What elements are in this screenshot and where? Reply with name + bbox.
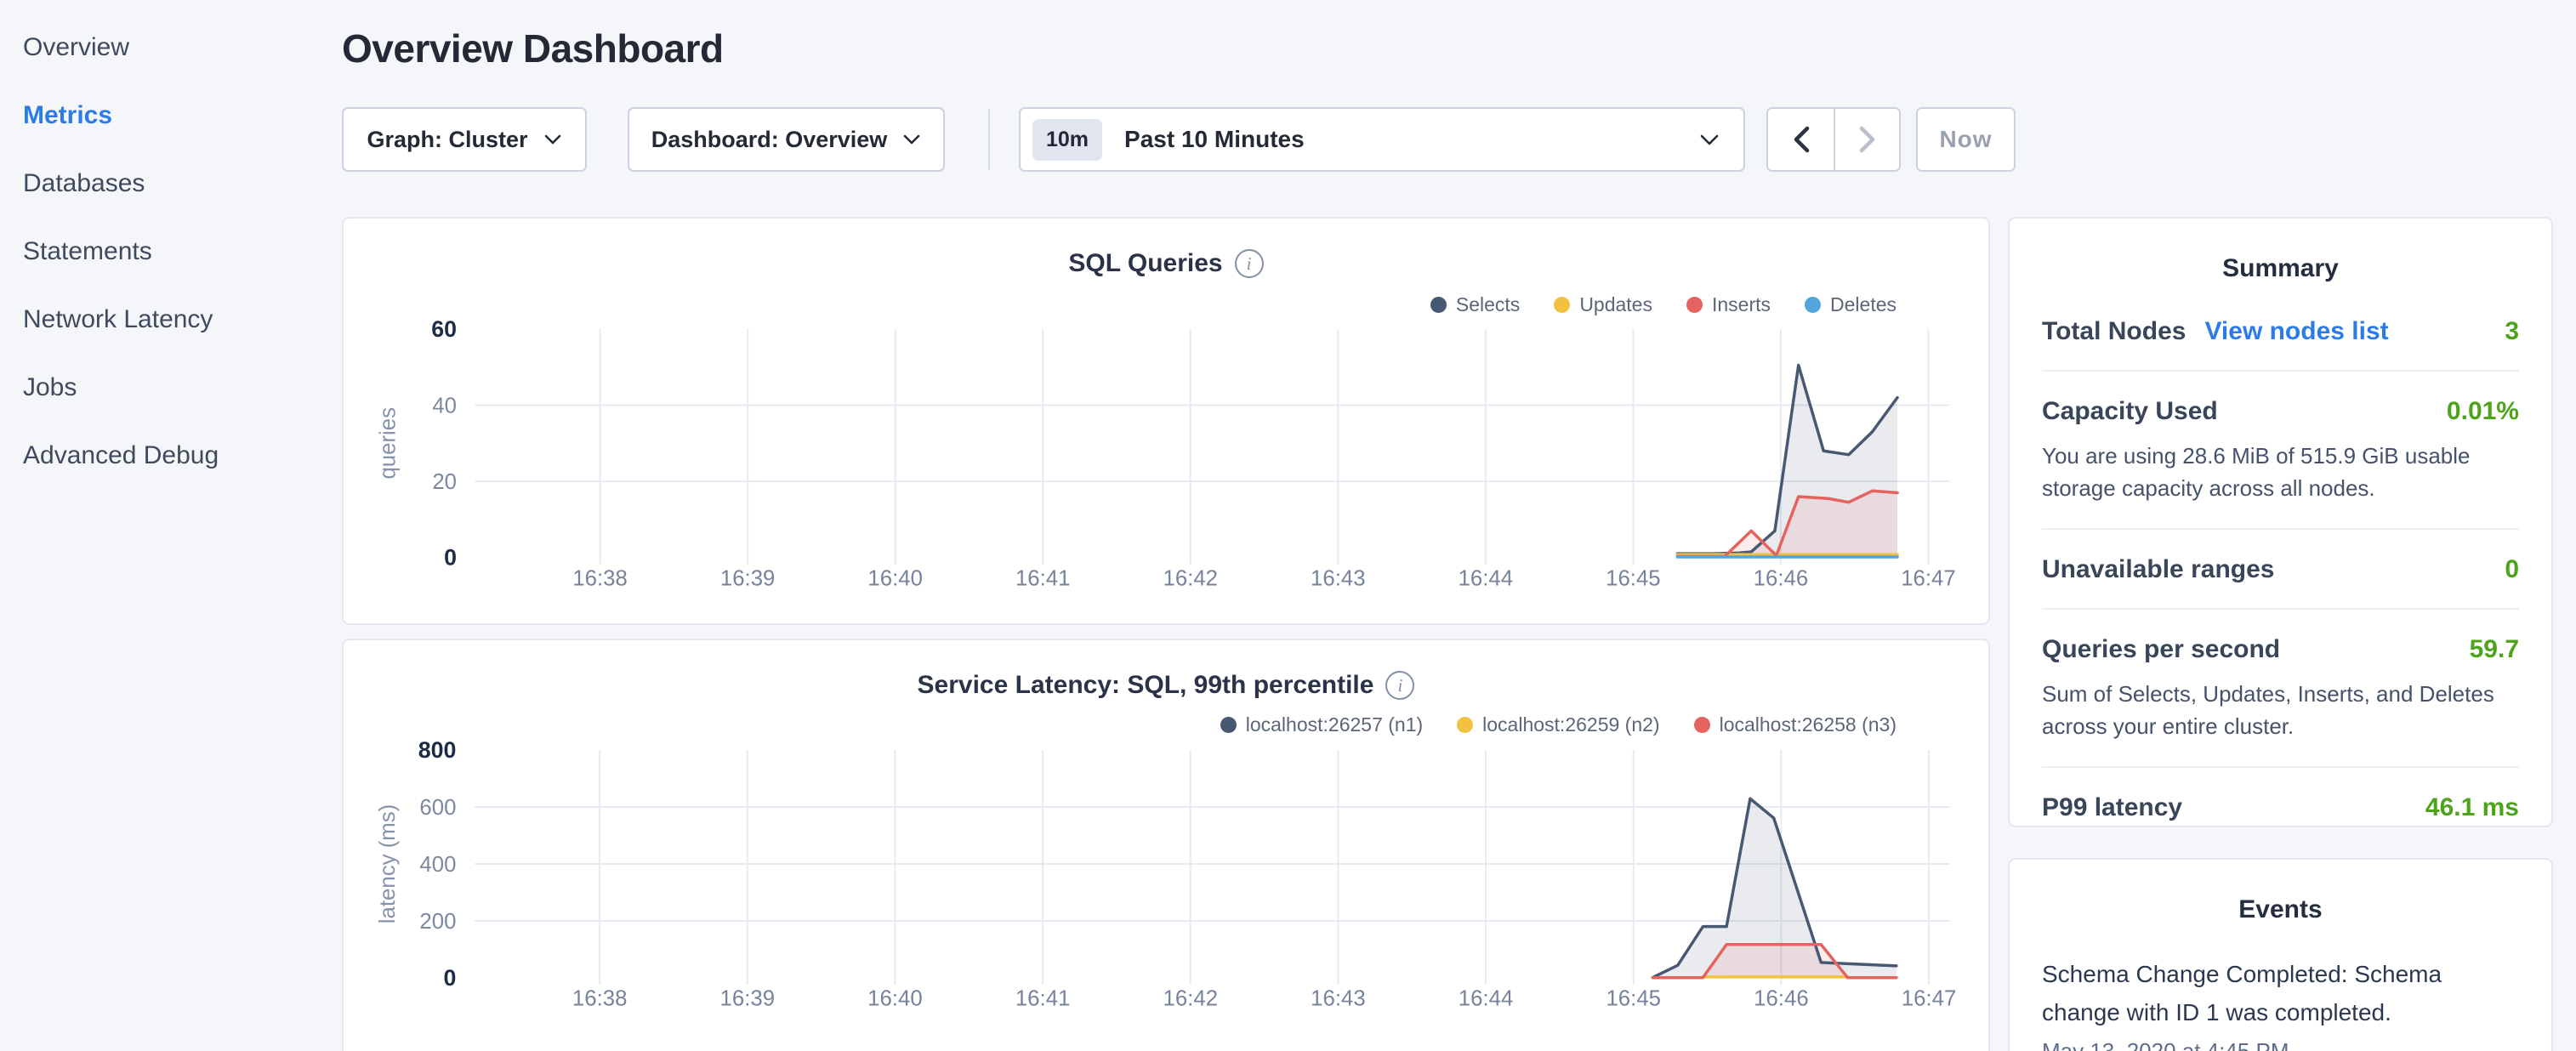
events-panel: Events Schema Change Completed: Schema c… bbox=[2008, 858, 2553, 1051]
y-axis-title: latency (ms) bbox=[376, 804, 400, 923]
sidebar-item-metrics[interactable]: Metrics bbox=[0, 82, 342, 150]
event-text: Schema Change Completed: Schema change w… bbox=[2042, 955, 2519, 1031]
summary-row-value: 0.01% bbox=[2447, 397, 2519, 426]
sidebar-item-network-latency[interactable]: Network Latency bbox=[0, 286, 342, 354]
y-axis-tick-label: 20 bbox=[432, 470, 457, 494]
summary-row-unavailable-ranges: Unavailable ranges 0 bbox=[2042, 530, 2519, 610]
summary-row-label: Unavailable ranges bbox=[2042, 555, 2274, 584]
y-axis-tick-label: 0 bbox=[444, 965, 457, 991]
summary-row-total-nodes: Total Nodes View nodes list 3 bbox=[2042, 292, 2519, 372]
summary-panel: Summary Total Nodes View nodes list 3 Ca… bbox=[2008, 217, 2553, 827]
summary-row-label: P99 latency bbox=[2042, 793, 2182, 822]
x-axis-tick-label: 16:41 bbox=[1015, 566, 1070, 590]
x-axis-tick-label: 16:46 bbox=[1754, 987, 1809, 1011]
x-axis-tick-label: 16:46 bbox=[1754, 566, 1808, 590]
view-nodes-list-link[interactable]: View nodes list bbox=[2204, 317, 2388, 346]
summary-row-value: 59.7 bbox=[2470, 635, 2519, 664]
x-axis-tick-label: 16:44 bbox=[1459, 987, 1514, 1011]
y-axis-title: queries bbox=[377, 407, 401, 480]
y-axis-tick-label: 60 bbox=[431, 316, 457, 342]
summary-row-value: 0 bbox=[2505, 555, 2519, 584]
x-axis-tick-label: 16:38 bbox=[572, 987, 628, 1011]
y-axis-tick-label: 40 bbox=[432, 394, 457, 418]
summary-row-queries-per-second: Queries per second 59.7 Sum of Selects, … bbox=[2042, 610, 2519, 768]
summary-row-description: Sum of Selects, Updates, Inserts, and De… bbox=[2042, 678, 2519, 742]
y-axis-tick-label: 200 bbox=[419, 910, 456, 934]
x-axis-tick-label: 16:38 bbox=[572, 566, 627, 590]
dashboard-dropdown-label: Dashboard: Overview bbox=[651, 127, 888, 153]
x-axis-tick-label: 16:42 bbox=[1163, 987, 1218, 1011]
x-axis-tick-label: 16:40 bbox=[867, 987, 923, 1011]
sidebar-item-databases[interactable]: Databases bbox=[0, 150, 342, 218]
next-timespan-button[interactable] bbox=[1834, 109, 1899, 170]
chart-plot[interactable]: 16:38 16:39 16:40 16:41 16:42 16:43 16:44 16:45… bbox=[344, 640, 1988, 1051]
time-step-buttons bbox=[1766, 107, 1901, 172]
y-axis-tick-label: 0 bbox=[444, 545, 457, 571]
x-axis-tick-label: 16:40 bbox=[867, 566, 922, 590]
x-axis-tick-label: 16:45 bbox=[1606, 987, 1661, 1011]
now-button[interactable]: Now bbox=[1916, 107, 2016, 172]
y-axis-tick-label: 400 bbox=[419, 853, 456, 877]
summary-row-description: You are using 28.6 MiB of 515.9 GiB usab… bbox=[2042, 440, 2519, 504]
events-title: Events bbox=[2010, 860, 2551, 924]
time-range-dropdown[interactable]: 10m Past 10 Minutes bbox=[1019, 107, 1745, 172]
x-axis-tick-label: 16:47 bbox=[1901, 566, 1955, 590]
sidebar-item-statements[interactable]: Statements bbox=[0, 218, 342, 286]
summary-row-p99-latency: P99 latency 46.1 ms bbox=[2042, 768, 2519, 846]
x-axis-tick-label: 16:44 bbox=[1459, 566, 1513, 590]
now-button-label: Now bbox=[1939, 126, 1992, 153]
x-axis-tick-label: 16:45 bbox=[1606, 566, 1660, 590]
summary-row-value: 46.1 ms bbox=[2425, 793, 2519, 822]
x-axis-tick-label: 16:47 bbox=[1902, 987, 1957, 1011]
sidebar-item-jobs[interactable]: Jobs bbox=[0, 354, 342, 422]
graph-dropdown-label: Graph: Cluster bbox=[367, 127, 527, 153]
summary-title: Summary bbox=[2010, 219, 2551, 283]
chevron-down-icon bbox=[1699, 134, 1720, 146]
x-axis-tick-label: 16:39 bbox=[720, 566, 775, 590]
chart-plot[interactable]: 16:38 16:39 16:40 16:41 16:42 16:43 16:44 16:45… bbox=[344, 219, 1988, 623]
sidebar: Overview Metrics Databases Statements Ne… bbox=[0, 0, 342, 1051]
summary-row-capacity-used: Capacity Used 0.01% You are using 28.6 M… bbox=[2042, 372, 2519, 530]
toolbar-divider bbox=[988, 109, 990, 170]
summary-row-value: 3 bbox=[2505, 317, 2519, 346]
y-axis-tick-label: 800 bbox=[418, 737, 457, 763]
summary-row-label: Total Nodes bbox=[2042, 317, 2186, 346]
y-axis-tick-label: 600 bbox=[419, 796, 456, 820]
x-axis-tick-label: 16:43 bbox=[1311, 987, 1366, 1011]
event-list-item[interactable]: Schema Change Completed: Schema change w… bbox=[2010, 924, 2551, 1051]
chevron-down-icon bbox=[543, 134, 562, 145]
summary-row-label: Queries per second bbox=[2042, 635, 2280, 664]
chevron-down-icon bbox=[902, 134, 921, 145]
x-axis-tick-label: 16:41 bbox=[1015, 987, 1071, 1011]
page-title: Overview Dashboard bbox=[342, 26, 724, 71]
sidebar-item-advanced-debug[interactable]: Advanced Debug bbox=[0, 422, 342, 490]
sidebar-item-overview[interactable]: Overview bbox=[0, 14, 342, 82]
time-range-badge: 10m bbox=[1032, 119, 1102, 161]
previous-timespan-button[interactable] bbox=[1768, 109, 1834, 170]
chevron-right-icon bbox=[1857, 124, 1879, 155]
x-axis-tick-label: 16:39 bbox=[720, 987, 776, 1011]
summary-row-label: Capacity Used bbox=[2042, 397, 2218, 426]
sql-queries-chart-card: SQL Queries i SelectsUpdatesInsertsDelet… bbox=[342, 217, 1990, 625]
x-axis-tick-label: 16:42 bbox=[1163, 566, 1218, 590]
dashboard-dropdown[interactable]: Dashboard: Overview bbox=[628, 107, 945, 172]
service-latency-chart-card: Service Latency: SQL, 99th percentile i … bbox=[342, 639, 1990, 1051]
chevron-left-icon bbox=[1790, 124, 1812, 155]
time-range-label: Past 10 Minutes bbox=[1124, 126, 1305, 153]
event-timestamp: May 13, 2020 at 4:45 PM bbox=[2042, 1038, 2519, 1051]
graph-dropdown[interactable]: Graph: Cluster bbox=[342, 107, 587, 172]
x-axis-tick-label: 16:43 bbox=[1311, 566, 1365, 590]
